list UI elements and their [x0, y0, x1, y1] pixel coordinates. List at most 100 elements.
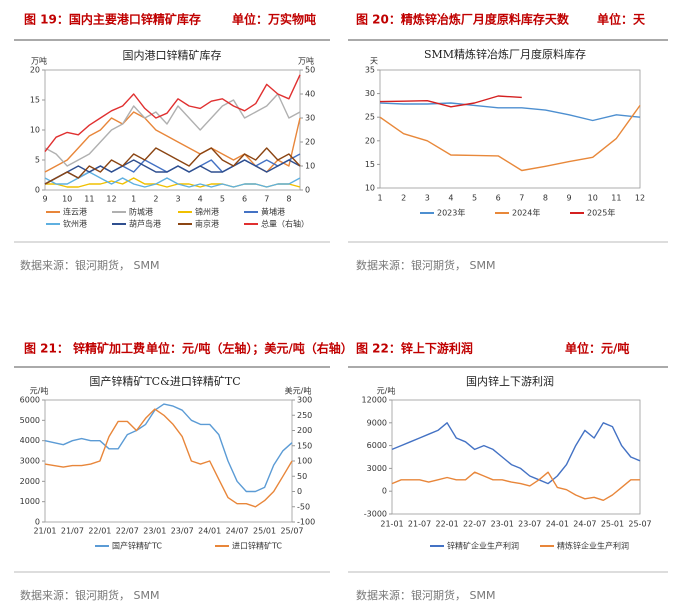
y-tick-label: 9000 [367, 418, 387, 427]
legend-label: 总量（右轴） [261, 219, 309, 229]
x-tick-label: 23-07 [518, 520, 541, 529]
y-tick-label: 20 [30, 66, 40, 75]
x-tick-label: 4 [448, 194, 453, 203]
y2-tick-label: 50 [297, 472, 307, 481]
y-tick-label: 6000 [20, 396, 40, 405]
x-tick-label: 25-01 [601, 520, 624, 529]
x-tick-label: 22/07 [116, 527, 139, 536]
y-tick-label: 3000 [20, 457, 40, 466]
x-tick-label: 21/07 [61, 527, 84, 536]
figure-unit: 单位：元/吨（左轴）；美元/吨（右轴） [146, 341, 353, 356]
x-tick-label: 9 [42, 195, 47, 204]
chart-title: SMM精炼锌冶炼厂月度原料库存 [424, 47, 586, 61]
figure-title: 图 20：精炼锌冶炼厂月度原料库存天数 [356, 12, 570, 27]
y2-tick-label: 20 [305, 138, 315, 147]
plot-frame [44, 399, 293, 523]
y2-tick-label: -100 [297, 518, 315, 527]
y-tick-label: 10 [30, 126, 40, 135]
y-tick-label: 30 [365, 89, 375, 98]
figure-unit: 单位：元/吨 [565, 341, 629, 356]
y2-tick-label: 40 [305, 90, 315, 99]
x-tick-label: 8 [286, 195, 291, 204]
figure-title: 图 19：国内主要港口锌精矿库存 [24, 12, 201, 27]
legend-label: 黄埔港 [261, 207, 285, 217]
y-tick-label: 2000 [20, 477, 40, 486]
y-axis-label: 元/吨 [377, 386, 396, 396]
y2-tick-label: 250 [297, 411, 312, 420]
x-tick-label: 23/07 [171, 527, 194, 536]
y-tick-label: 12000 [362, 396, 387, 405]
series-line [391, 471, 640, 501]
x-tick-label: 1 [131, 195, 136, 204]
x-tick-label: 23-01 [491, 520, 514, 529]
series-line [379, 102, 641, 122]
x-tick-label: 24/01 [198, 527, 221, 536]
series-line [44, 147, 301, 185]
series-line [44, 93, 301, 167]
y-tick-label: 6000 [367, 441, 387, 450]
x-tick-label: 25/01 [253, 527, 276, 536]
x-tick-label: 1 [377, 194, 382, 203]
y-tick-label: -3000 [364, 510, 387, 519]
x-tick-label: 2 [401, 194, 406, 203]
y2-tick-label: 200 [297, 426, 312, 435]
legend-label: 国产锌精矿TC [112, 541, 162, 551]
y-tick-label: 20 [365, 136, 375, 145]
x-tick-label: 9 [567, 194, 572, 203]
y-tick-label: 10 [365, 184, 375, 193]
x-tick-label: 24/07 [226, 527, 249, 536]
x-tick-label: 12 [635, 194, 645, 203]
x-tick-label: 21/01 [33, 527, 56, 536]
legend-label: 南京港 [195, 219, 219, 229]
y2-tick-label: 300 [297, 396, 312, 405]
source-note: 数据来源：银河期货， SMM [356, 258, 495, 272]
source-note: 数据来源：银河期货， SMM [356, 588, 495, 602]
x-tick-label: 2 [153, 195, 158, 204]
series-line [379, 104, 641, 172]
figure-unit: 单位：万实物吨 [232, 12, 316, 27]
figure-unit: 单位：天 [597, 12, 646, 27]
x-tick-label: 22-07 [463, 520, 486, 529]
y-tick-label: 15 [30, 96, 40, 105]
x-tick-label: 5 [220, 195, 225, 204]
x-tick-label: 11 [84, 195, 94, 204]
source-note: 数据来源：银河期货， SMM [20, 588, 159, 602]
y2-tick-label: 100 [297, 457, 312, 466]
y2-tick-label: -50 [297, 502, 310, 511]
chart-title: 国内港口锌精矿库存 [123, 48, 222, 62]
y-tick-label: 3000 [367, 464, 387, 473]
x-tick-label: 10 [62, 195, 72, 204]
y-tick-label: 4000 [20, 436, 40, 445]
x-tick-label: 12 [106, 195, 116, 204]
series-line [44, 171, 301, 188]
x-tick-label: 3 [425, 194, 430, 203]
x-tick-label: 25-07 [628, 520, 651, 529]
legend-label: 2023年 [437, 208, 465, 218]
y-tick-label: 1000 [20, 497, 40, 506]
legend-label: 2024年 [512, 208, 540, 218]
legend-label: 钦州港 [63, 219, 87, 229]
y2-axis-label: 美元/吨 [285, 386, 312, 396]
figure-title: 图 21： 锌精矿加工费 [24, 341, 145, 356]
x-tick-label: 10 [588, 194, 598, 203]
y2-tick-label: 0 [305, 186, 310, 195]
series-line [44, 74, 301, 153]
figure-title: 图 22：锌上下游利润 [356, 341, 473, 356]
series-line [44, 408, 293, 508]
plot-frame [391, 399, 641, 515]
y-tick-label: 0 [35, 518, 40, 527]
x-tick-label: 11 [611, 194, 621, 203]
y2-tick-label: 150 [297, 441, 312, 450]
y2-tick-label: 0 [297, 487, 302, 496]
y2-axis-label: 万吨 [298, 56, 314, 66]
series-line [379, 95, 522, 108]
x-tick-label: 22-01 [435, 520, 458, 529]
y-tick-label: 35 [365, 66, 375, 75]
x-tick-label: 24-01 [546, 520, 569, 529]
series-line [391, 422, 641, 485]
y-axis-label: 天 [370, 57, 378, 66]
y-tick-label: 0 [382, 487, 387, 496]
legend-label: 2025年 [587, 208, 615, 218]
x-tick-label: 6 [496, 194, 501, 203]
